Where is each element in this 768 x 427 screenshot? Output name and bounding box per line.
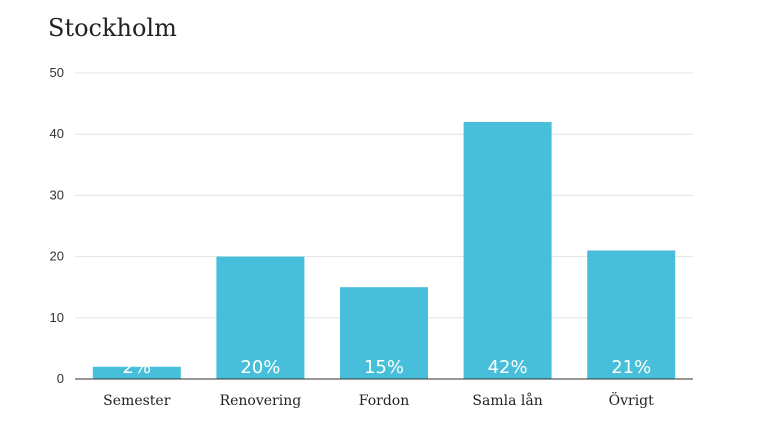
data-label: 42% — [488, 357, 528, 378]
bar — [92, 366, 181, 379]
bar — [216, 256, 305, 379]
bar — [587, 250, 676, 379]
y-tick-label: 30 — [50, 187, 64, 202]
data-label: 15% — [364, 357, 404, 378]
data-label: 21% — [611, 357, 651, 378]
y-tick-label: 40 — [50, 126, 64, 141]
x-tick-label: Övrigt — [609, 391, 655, 409]
y-tick-label: 50 — [50, 65, 64, 80]
y-tick-label: 20 — [50, 249, 64, 264]
y-tick-label: 10 — [50, 310, 64, 325]
bar — [463, 121, 552, 380]
x-tick-label: Semester — [103, 393, 171, 409]
x-tick-label: Renovering — [220, 393, 302, 409]
data-label: 2% — [123, 357, 152, 378]
x-tick-label: Samla lån — [472, 392, 542, 409]
bar — [340, 287, 428, 379]
y-tick-label: 0 — [57, 371, 64, 386]
chart-title: Stockholm — [48, 14, 177, 42]
data-label: 20% — [240, 357, 280, 378]
x-tick-label: Fordon — [359, 393, 409, 409]
